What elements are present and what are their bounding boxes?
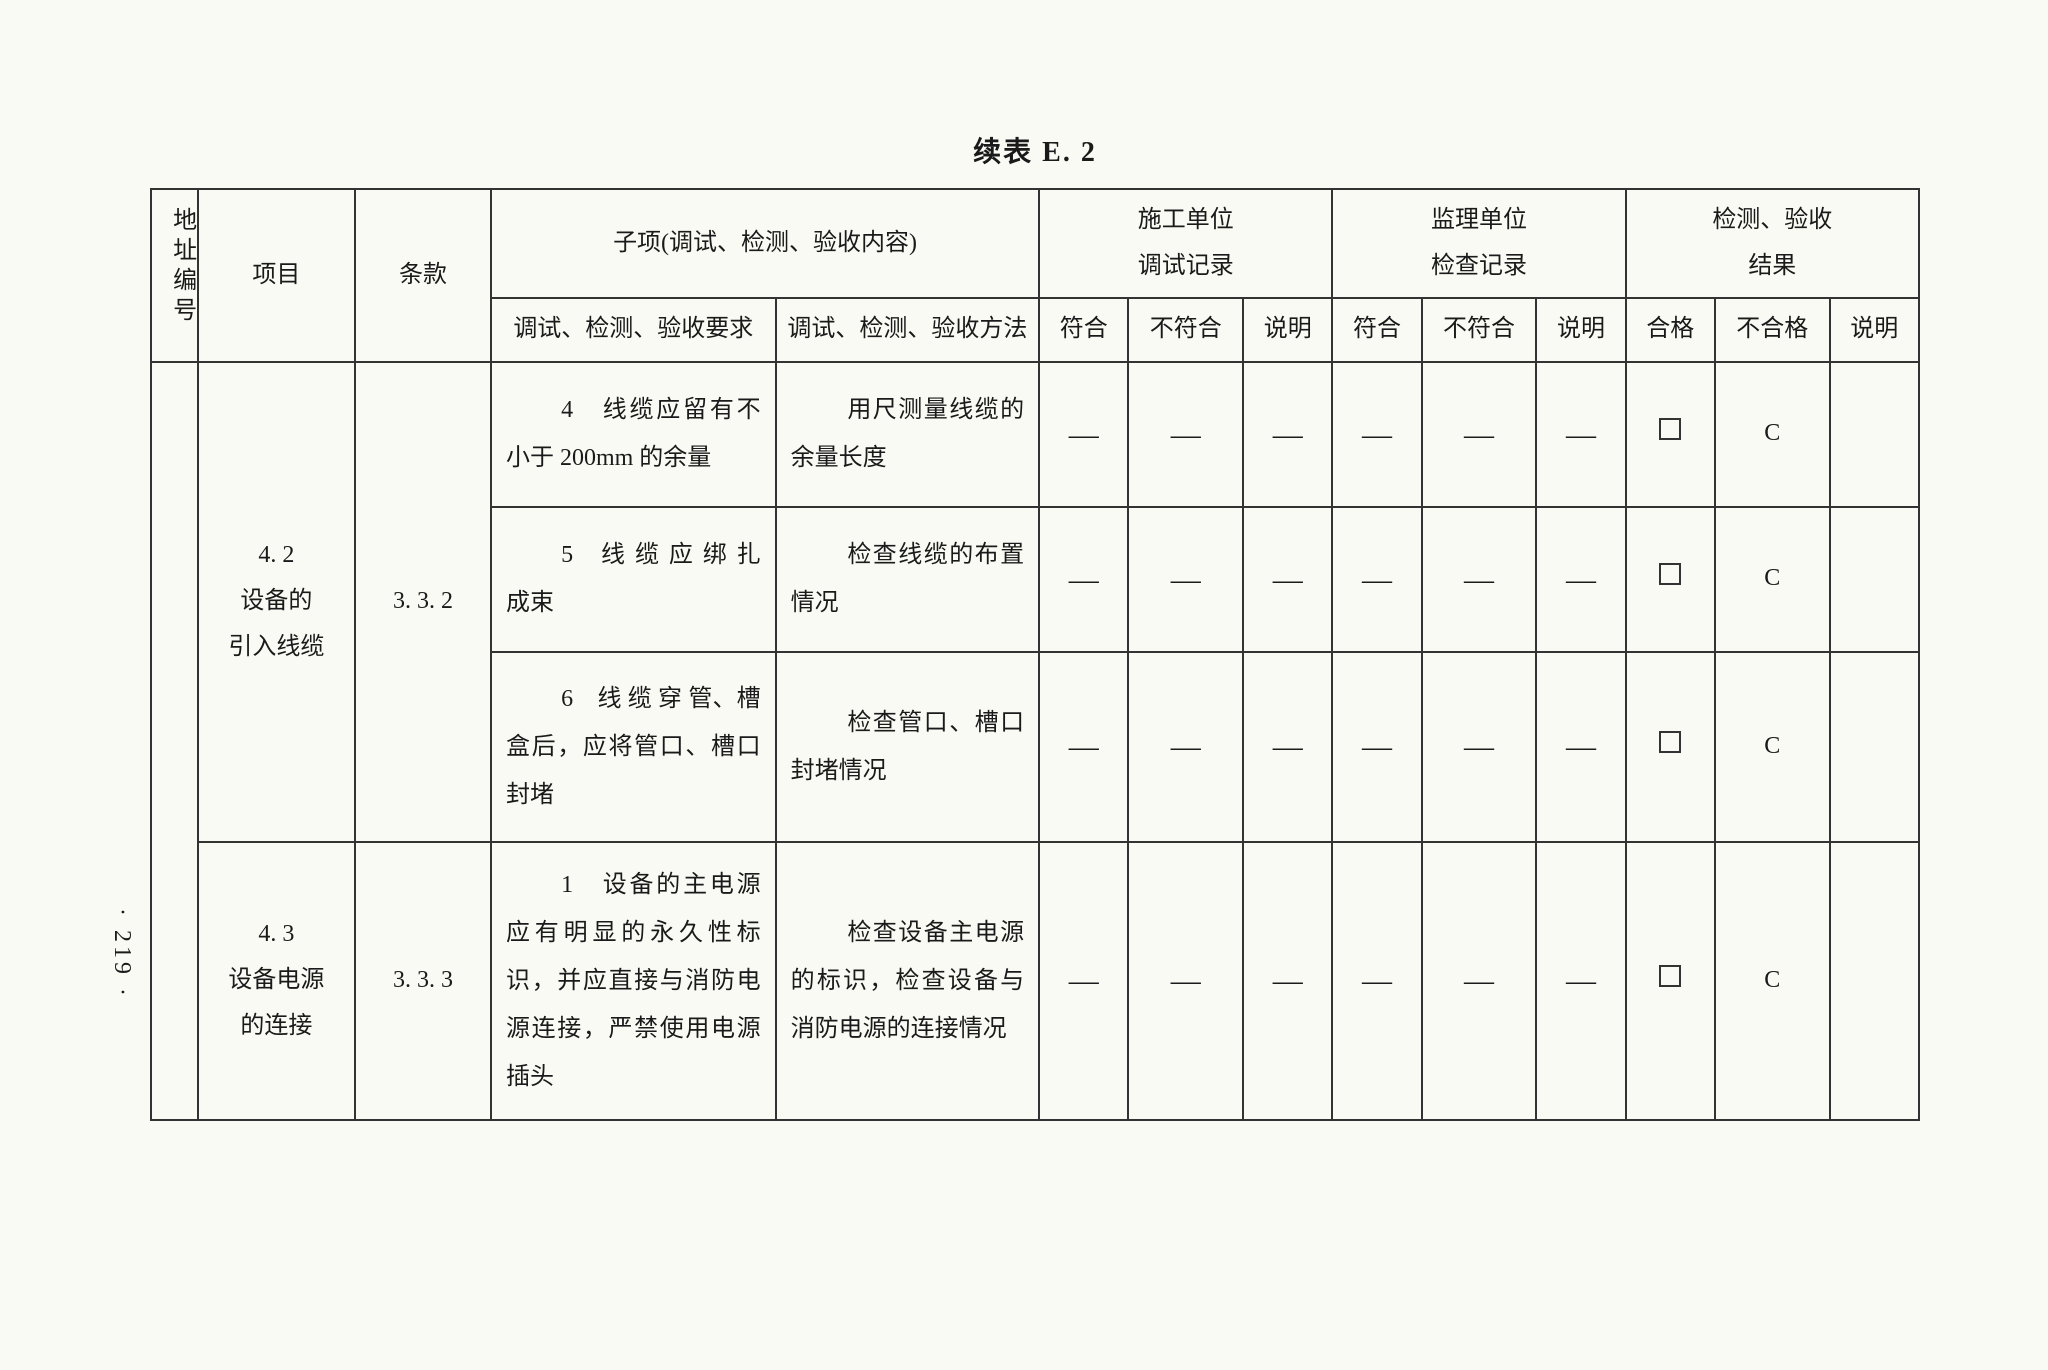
- method-cell: 检查设备主电源的标识，检查设备与消防电源的连接情况: [776, 842, 1039, 1120]
- col-subitem-group-header: 子项(调试、检测、验收内容): [491, 189, 1039, 298]
- result-desc-cell: [1830, 842, 1919, 1120]
- checkbox-icon: [1659, 418, 1681, 440]
- table-row: 4. 3设备电源的连接3. 3. 31 设备的主电源应有明显的永久性标识，并应直…: [151, 842, 1919, 1120]
- dash-cell: —: [1422, 507, 1537, 652]
- col-fail-header: 不合格: [1715, 298, 1830, 362]
- dash-cell: —: [1536, 507, 1625, 652]
- fail-grade-cell: C: [1715, 652, 1830, 842]
- col-desc1-header: 说明: [1243, 298, 1332, 362]
- index-cell: [151, 362, 198, 1120]
- page-number: · 219 ·: [108, 908, 135, 1000]
- col-conform2-header: 符合: [1332, 298, 1421, 362]
- dash-cell: —: [1243, 652, 1332, 842]
- col-nonconform-header: 不符合: [1128, 298, 1243, 362]
- method-cell: 用尺测量线缆的余量长度: [776, 362, 1039, 507]
- col-method-header: 调试、检测、验收方法: [776, 298, 1039, 362]
- fail-grade-cell: C: [1715, 362, 1830, 507]
- dash-cell: —: [1243, 507, 1332, 652]
- table-row: 4. 2设备的引入线缆3. 3. 24 线缆应留有不小于 200mm 的余量用尺…: [151, 362, 1919, 507]
- dash-cell: —: [1039, 842, 1128, 1120]
- dash-cell: —: [1422, 362, 1537, 507]
- checkbox-icon: [1659, 965, 1681, 987]
- result-desc-cell: [1830, 507, 1919, 652]
- dash-cell: —: [1536, 652, 1625, 842]
- col-desc2-header: 说明: [1536, 298, 1625, 362]
- col-clause-header: 条款: [355, 189, 491, 362]
- dash-cell: —: [1128, 362, 1243, 507]
- col-desc3-header: 说明: [1830, 298, 1919, 362]
- checkbox-icon: [1659, 563, 1681, 585]
- col-nonconform2-header: 不符合: [1422, 298, 1537, 362]
- dash-cell: —: [1039, 507, 1128, 652]
- dash-cell: —: [1243, 362, 1332, 507]
- clause-cell: 3. 3. 2: [355, 362, 491, 842]
- clause-cell: 3. 3. 3: [355, 842, 491, 1120]
- dash-cell: —: [1536, 362, 1625, 507]
- col-supervision-group-header: 监理单位 检查记录: [1332, 189, 1625, 298]
- requirement-cell: 4 线缆应留有不小于 200mm 的余量: [491, 362, 776, 507]
- result-desc-cell: [1830, 362, 1919, 507]
- dash-cell: —: [1039, 362, 1128, 507]
- col-pass-header: 合格: [1626, 298, 1715, 362]
- col-construction-group-header: 施工单位 调试记录: [1039, 189, 1332, 298]
- table-body: 4. 2设备的引入线缆3. 3. 24 线缆应留有不小于 200mm 的余量用尺…: [151, 362, 1919, 1120]
- method-cell: 检查线缆的布置情况: [776, 507, 1039, 652]
- col-project-header: 项目: [198, 189, 355, 362]
- requirement-cell: 5 线 缆 应 绑 扎成束: [491, 507, 776, 652]
- project-cell: 4. 3设备电源的连接: [198, 842, 355, 1120]
- dash-cell: —: [1128, 507, 1243, 652]
- col-conform-header: 符合: [1039, 298, 1128, 362]
- dash-cell: —: [1332, 507, 1421, 652]
- requirement-cell: 1 设备的主电源应有明显的永久性标识，并应直接与消防电源连接，严禁使用电源插头: [491, 842, 776, 1120]
- project-cell: 4. 2设备的引入线缆: [198, 362, 355, 842]
- result-desc-cell: [1830, 652, 1919, 842]
- table-header: 地址编号 项目 条款 子项(调试、检测、验收内容) 施工单位 调试记录 监理单位…: [151, 189, 1919, 362]
- method-cell: 检查管口、槽口封堵情况: [776, 652, 1039, 842]
- fail-grade-cell: C: [1715, 842, 1830, 1120]
- checkbox-icon: [1659, 731, 1681, 753]
- dash-cell: —: [1332, 652, 1421, 842]
- col-index-header: 地址编号: [151, 189, 198, 362]
- pass-cell: [1626, 507, 1715, 652]
- table-caption: 续表 E. 2: [150, 130, 1920, 170]
- col-result-group-header: 检测、验收 结果: [1626, 189, 1919, 298]
- dash-cell: —: [1332, 362, 1421, 507]
- requirement-cell: 6 线 缆 穿 管、槽盒后，应将管口、槽口封堵: [491, 652, 776, 842]
- pass-cell: [1626, 842, 1715, 1120]
- dash-cell: —: [1128, 652, 1243, 842]
- dash-cell: —: [1536, 842, 1625, 1120]
- col-req-header: 调试、检测、验收要求: [491, 298, 776, 362]
- pass-cell: [1626, 362, 1715, 507]
- pass-cell: [1626, 652, 1715, 842]
- dash-cell: —: [1332, 842, 1421, 1120]
- dash-cell: —: [1422, 842, 1537, 1120]
- dash-cell: —: [1422, 652, 1537, 842]
- dash-cell: —: [1128, 842, 1243, 1120]
- dash-cell: —: [1039, 652, 1128, 842]
- fail-grade-cell: C: [1715, 507, 1830, 652]
- inspection-table: 地址编号 项目 条款 子项(调试、检测、验收内容) 施工单位 调试记录 监理单位…: [150, 188, 1920, 1121]
- dash-cell: —: [1243, 842, 1332, 1120]
